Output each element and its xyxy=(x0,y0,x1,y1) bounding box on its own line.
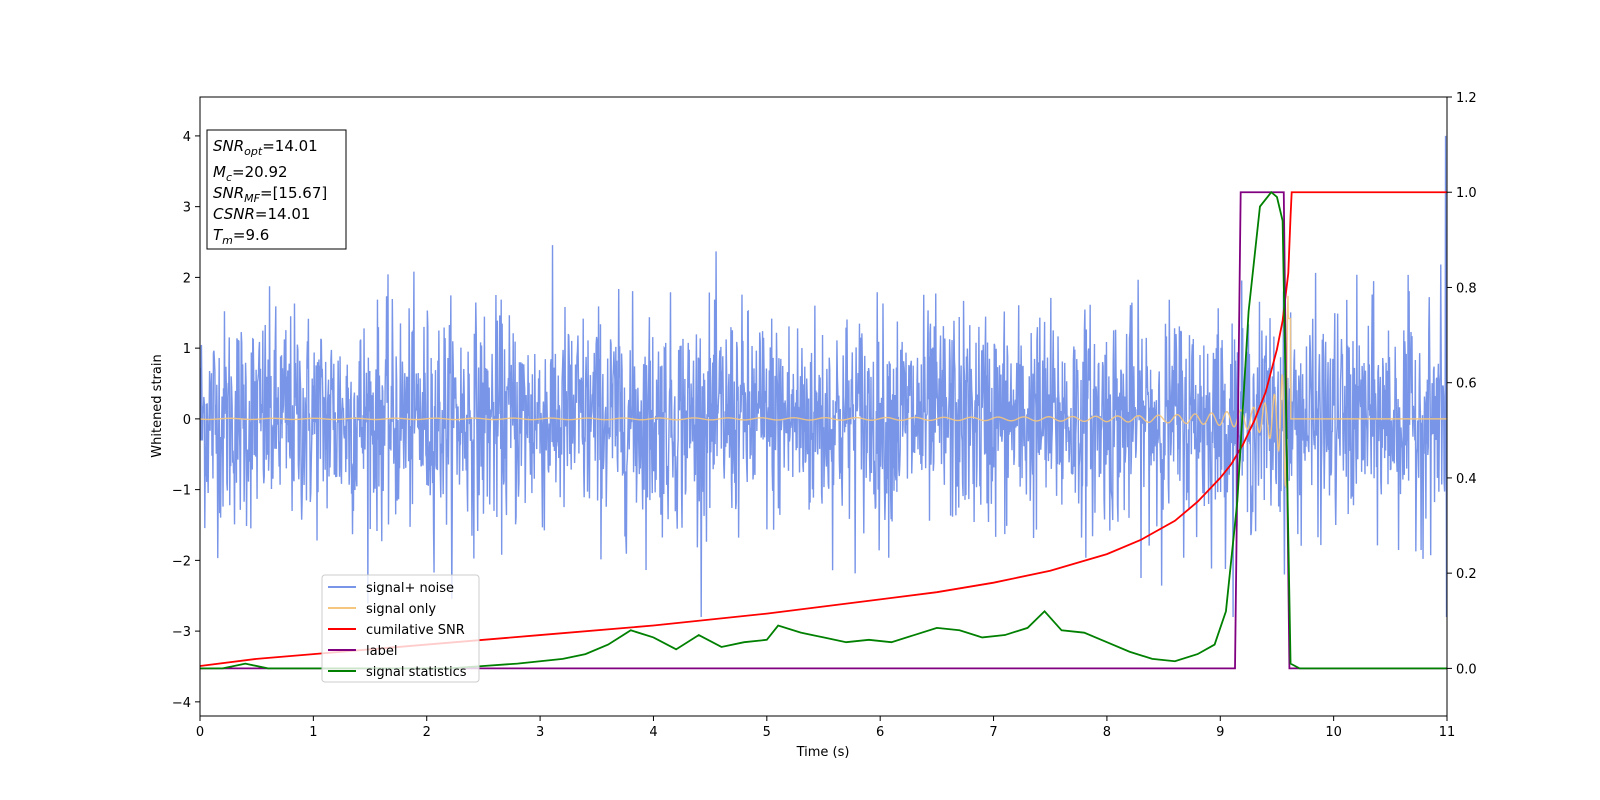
y-tick-label-right: 1.2 xyxy=(1456,91,1477,106)
x-tick-label: 2 xyxy=(423,725,431,740)
annotation-text: SNRopt=14.01 xyxy=(213,137,318,158)
y-tick-label-right: 0.2 xyxy=(1456,567,1477,582)
x-tick-label: 5 xyxy=(763,725,771,740)
annotation-text: CSNR=14.01 xyxy=(213,205,310,223)
x-axis-label: Time (s) xyxy=(796,745,850,760)
legend-entry: label xyxy=(366,644,397,659)
x-tick-label: 9 xyxy=(1216,725,1224,740)
annotation-text: SNRMF=[15.67] xyxy=(213,184,327,205)
annotation-text: Tm=9.6 xyxy=(213,226,269,247)
series-signal-only xyxy=(200,295,1447,489)
series-signal-noise xyxy=(200,135,1447,617)
annotation-text: Mc=20.92 xyxy=(213,163,288,184)
x-tick-label: 11 xyxy=(1439,725,1456,740)
x-tick-label: 6 xyxy=(876,725,884,740)
y-axis-label: Whitened strain xyxy=(150,354,165,457)
y-tick-label-left: 3 xyxy=(183,201,191,216)
x-tick-label: 10 xyxy=(1325,725,1342,740)
plot-frame xyxy=(199,96,1448,717)
x-tick-label: 4 xyxy=(649,725,657,740)
y-tick-label-left: 4 xyxy=(183,130,191,145)
y-tick-label-left: −2 xyxy=(172,554,191,569)
y-tick-label-left: 2 xyxy=(183,271,191,286)
legend-entry: signal statistics xyxy=(366,665,467,680)
x-tick-label: 8 xyxy=(1103,725,1111,740)
info-box: SNRopt=14.01 Mc=20.92SNRMF=[15.67]CSNR=14… xyxy=(206,129,347,250)
y-tick-label-left: 1 xyxy=(183,342,191,357)
y-tick-label-right: 0.4 xyxy=(1456,472,1477,487)
y-tick-label-right: 0.0 xyxy=(1456,662,1477,677)
y-tick-label-left: −4 xyxy=(172,696,191,711)
legend-entry: signal+ noise xyxy=(366,581,454,596)
x-tick-label: 0 xyxy=(196,725,204,740)
x-tick-label: 7 xyxy=(989,725,997,740)
y-tick-label-right: 1.0 xyxy=(1456,186,1477,201)
legend-entry: cumilative SNR xyxy=(366,623,465,638)
y-tick-label-left: −1 xyxy=(172,484,191,499)
legend-entry: signal only xyxy=(366,602,436,617)
y-tick-label-right: 0.6 xyxy=(1456,377,1477,392)
info-box-frame xyxy=(206,129,347,250)
x-tick-label: 1 xyxy=(309,725,317,740)
y-tick-label-left: −3 xyxy=(172,625,191,640)
x-tick-label: 3 xyxy=(536,725,544,740)
y-tick-label-left: 0 xyxy=(183,413,191,428)
y-tick-label-right: 0.8 xyxy=(1456,281,1477,296)
legend: signal+ noise signal only cumilative SNR la… xyxy=(321,574,480,683)
series-cumulative-snr xyxy=(200,191,1447,667)
legend-frame xyxy=(321,574,480,683)
